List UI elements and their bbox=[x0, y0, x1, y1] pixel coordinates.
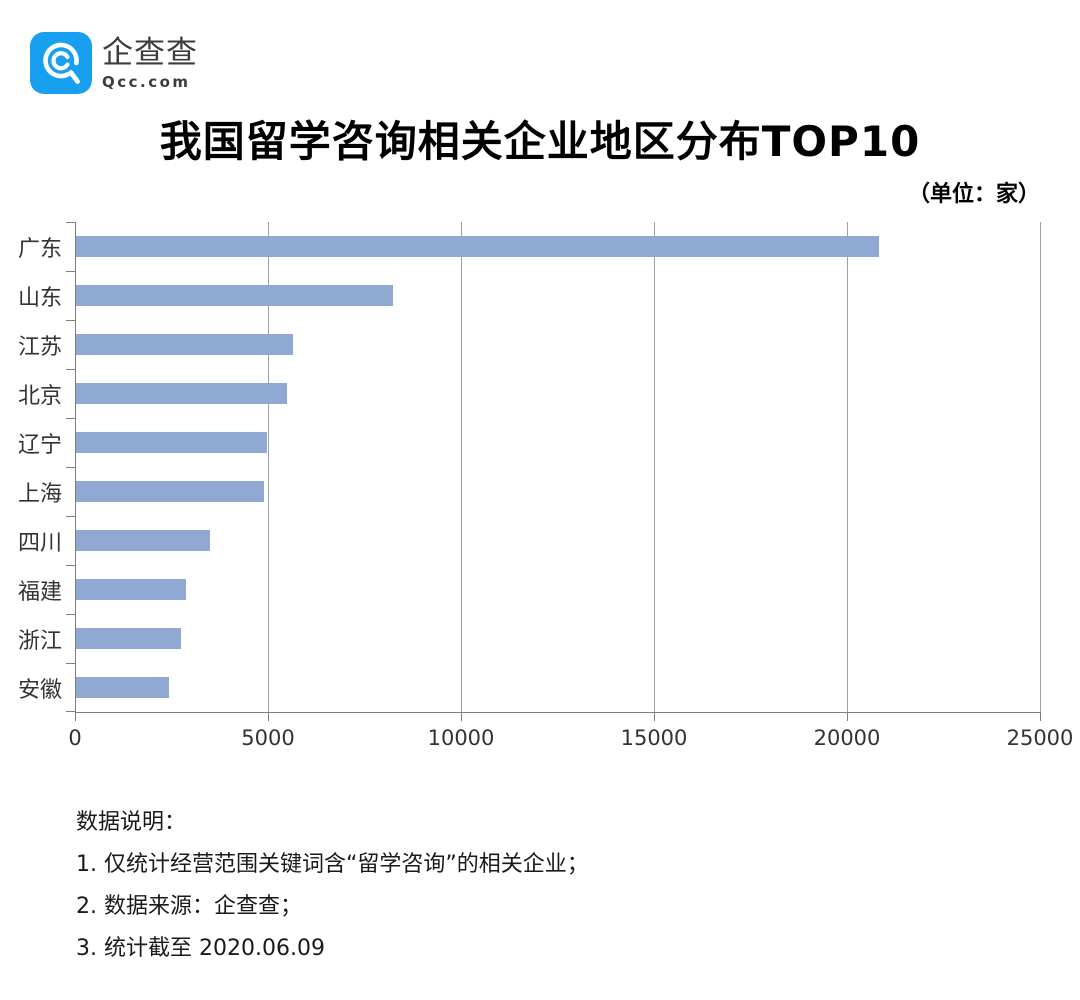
bar bbox=[76, 530, 210, 551]
y-axis-tick bbox=[66, 663, 75, 664]
qcc-logo-icon bbox=[30, 32, 92, 94]
bar bbox=[76, 432, 268, 453]
note-item: 2. 数据来源：企查查； bbox=[76, 894, 302, 919]
notes-heading: 数据说明： bbox=[76, 810, 187, 835]
category-label: 上海 bbox=[17, 481, 62, 507]
note-item: 1. 仅统计经营范围关键词含“留学咨询”的相关企业； bbox=[76, 852, 589, 877]
notes-list: 1. 仅统计经营范围关键词含“留学咨询”的相关企业； 2. 数据来源：企查查； 3.… bbox=[76, 844, 589, 970]
plot-area bbox=[66, 222, 1041, 721]
y-axis-tick bbox=[66, 222, 75, 223]
x-axis-tick bbox=[1040, 712, 1041, 721]
x-axis-tick bbox=[75, 712, 76, 721]
y-axis-tick bbox=[66, 565, 75, 566]
chart-title: 我国留学咨询相关企业地区分布TOP10 bbox=[159, 117, 921, 166]
category-label: 北京 bbox=[17, 383, 62, 409]
y-axis-tick bbox=[66, 369, 75, 370]
category-label: 浙江 bbox=[17, 628, 62, 654]
brand-domain: Qcc.com bbox=[102, 73, 191, 91]
category-axis-labels: 广东山东江苏北京辽宁上海四川福建浙江安徽 bbox=[0, 222, 62, 712]
bar bbox=[76, 383, 287, 404]
x-tick-label: 25000 bbox=[1006, 726, 1074, 750]
brand-name: 企查查 bbox=[102, 35, 198, 71]
y-axis-tick bbox=[66, 614, 75, 615]
note-item: 3. 统计截至 2020.06.09 bbox=[76, 936, 325, 961]
x-axis-tick bbox=[847, 712, 848, 721]
bar bbox=[76, 628, 181, 649]
gridline bbox=[847, 222, 848, 712]
category-label: 四川 bbox=[17, 530, 62, 556]
unit-label: （单位：家） bbox=[907, 182, 1040, 207]
bar bbox=[76, 285, 393, 306]
brand-header: 企查查 Qcc.com bbox=[30, 32, 198, 94]
category-label: 广东 bbox=[17, 236, 62, 262]
x-tick-label: 10000 bbox=[427, 726, 495, 750]
bar bbox=[76, 334, 293, 355]
bar bbox=[76, 677, 170, 698]
x-axis-tick bbox=[461, 712, 462, 721]
gridline bbox=[654, 222, 655, 712]
y-axis-tick bbox=[66, 418, 75, 419]
category-label: 安徽 bbox=[17, 677, 62, 703]
gridline bbox=[268, 222, 269, 712]
x-tick-label: 5000 bbox=[241, 726, 295, 750]
y-axis-tick bbox=[66, 516, 75, 517]
gridline bbox=[461, 222, 462, 712]
x-axis-tick bbox=[654, 712, 655, 721]
y-axis-tick bbox=[66, 271, 75, 272]
x-tick-label: 15000 bbox=[620, 726, 688, 750]
category-label: 江苏 bbox=[17, 334, 62, 360]
y-axis-tick bbox=[66, 711, 75, 712]
value-axis-labels: 0 5000 10000 15000 20000 25000 bbox=[68, 726, 1073, 756]
category-label: 辽宁 bbox=[17, 432, 62, 458]
y-axis-tick bbox=[66, 320, 75, 321]
category-label: 福建 bbox=[17, 579, 62, 605]
brand-text-block: 企查查 Qcc.com bbox=[102, 32, 198, 91]
x-axis-tick bbox=[268, 712, 269, 721]
bar bbox=[76, 579, 186, 600]
gridline bbox=[1040, 222, 1041, 712]
category-label: 山东 bbox=[17, 285, 62, 311]
data-notes: 数据说明： 1. 仅统计经营范围关键词含“留学咨询”的相关企业； 2. 数据来源：… bbox=[76, 802, 589, 970]
bar bbox=[76, 236, 879, 257]
x-tick-label: 20000 bbox=[813, 726, 881, 750]
bar bbox=[76, 481, 264, 502]
y-axis-tick bbox=[66, 467, 75, 468]
x-tick-label: 0 bbox=[68, 726, 82, 750]
